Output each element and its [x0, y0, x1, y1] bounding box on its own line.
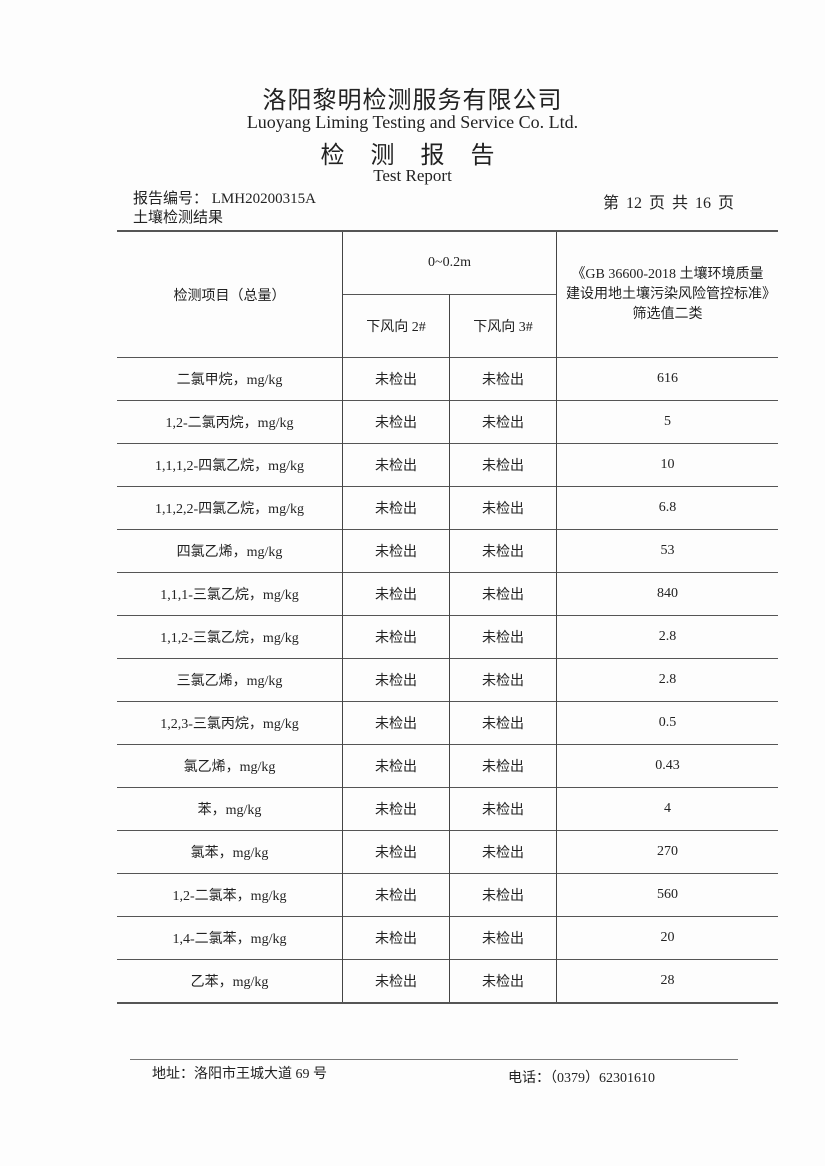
report-number: 报告编号： LMH20200315A	[133, 191, 316, 207]
cell-std: 2.8	[556, 615, 778, 659]
header-item: 检测项目（总量）	[117, 231, 343, 358]
header-depth: 0~0.2m	[342, 231, 557, 295]
cell-s2: 未检出	[342, 701, 450, 745]
cell-s3: 未检出	[449, 873, 557, 917]
cell-s3: 未检出	[449, 744, 557, 788]
footer-phone: 电话：（0379）62301610	[508, 1071, 655, 1086]
cell-item: 1,1,2,2-四氯乙烷，mg/kg	[117, 486, 343, 530]
company-name-en: Luoyang Liming Testing and Service Co. L…	[246, 112, 579, 132]
cell-s2: 未检出	[342, 529, 450, 573]
cell-s2: 未检出	[342, 959, 450, 1003]
page-number: 第 12 页 共 16 页	[603, 195, 735, 212]
footer-address: 地址：洛阳市王城大道 69 号	[152, 1067, 327, 1082]
table-row: 1,1,2,2-四氯乙烷，mg/kg 未检出 未检出 6.8	[117, 486, 778, 530]
cell-s2: 未检出	[342, 916, 450, 960]
cell-item: 1,1,1,2-四氯乙烷，mg/kg	[117, 443, 343, 487]
table-row: 氯苯，mg/kg 未检出 未检出 270	[117, 830, 778, 874]
footer-divider	[130, 1059, 738, 1060]
table-row: 1,1,2-三氯乙烷，mg/kg 未检出 未检出 2.8	[117, 615, 778, 659]
cell-s2: 未检出	[342, 357, 450, 401]
cell-s2: 未检出	[342, 873, 450, 917]
table-row: 1,2-二氯丙烷，mg/kg 未检出 未检出 5	[117, 400, 778, 444]
cell-s3: 未检出	[449, 959, 557, 1003]
table-row: 氯乙烯，mg/kg 未检出 未检出 0.43	[117, 744, 778, 788]
cell-std: 0.43	[556, 744, 778, 788]
cell-s3: 未检出	[449, 486, 557, 530]
report-title-cn: 检 测 报 告	[320, 143, 505, 169]
company-name-cn: 洛阳黎明检测服务有限公司	[262, 88, 563, 114]
cell-s2: 未检出	[342, 572, 450, 616]
cell-item: 1,1,1-三氯乙烷，mg/kg	[117, 572, 343, 616]
cell-s2: 未检出	[342, 486, 450, 530]
table-row: 1,1,1,2-四氯乙烷，mg/kg 未检出 未检出 10	[117, 443, 778, 487]
cell-s3: 未检出	[449, 615, 557, 659]
cell-s3: 未检出	[449, 357, 557, 401]
cell-s3: 未检出	[449, 443, 557, 487]
cell-item: 氯乙烯，mg/kg	[117, 744, 343, 788]
cell-std: 616	[556, 357, 778, 401]
cell-std: 2.8	[556, 658, 778, 702]
cell-std: 28	[556, 959, 778, 1003]
cell-std: 20	[556, 916, 778, 960]
cell-s2: 未检出	[342, 744, 450, 788]
report-title-en: Test Report	[373, 166, 452, 185]
cell-s2: 未检出	[342, 615, 450, 659]
cell-item: 1,1,2-三氯乙烷，mg/kg	[117, 615, 343, 659]
cell-item: 氯苯，mg/kg	[117, 830, 343, 874]
table-row: 1,1,1-三氯乙烷，mg/kg 未检出 未检出 840	[117, 572, 778, 616]
results-table: 检测项目（总量） 0~0.2m 《GB 36600-2018 土壤环境质量 建设…	[117, 230, 778, 1004]
table-row: 1,4-二氯苯，mg/kg 未检出 未检出 20	[117, 916, 778, 960]
table-row: 三氯乙烯，mg/kg 未检出 未检出 2.8	[117, 658, 778, 702]
header-sample-3: 下风向 3#	[449, 294, 557, 358]
cell-std: 5	[556, 400, 778, 444]
cell-s3: 未检出	[449, 529, 557, 573]
cell-item: 1,4-二氯苯，mg/kg	[117, 916, 343, 960]
cell-std: 4	[556, 787, 778, 831]
cell-item: 三氯乙烯，mg/kg	[117, 658, 343, 702]
cell-s3: 未检出	[449, 400, 557, 444]
cell-s3: 未检出	[449, 572, 557, 616]
cell-s2: 未检出	[342, 400, 450, 444]
table-row: 二氯甲烷，mg/kg 未检出 未检出 616	[117, 357, 778, 401]
cell-item: 四氯乙烯，mg/kg	[117, 529, 343, 573]
cell-item: 二氯甲烷，mg/kg	[117, 357, 343, 401]
section-title: 土壤检测结果	[133, 210, 224, 226]
table-row: 1,2,3-三氯丙烷，mg/kg 未检出 未检出 0.5	[117, 701, 778, 745]
cell-std: 270	[556, 830, 778, 874]
cell-std: 560	[556, 873, 778, 917]
cell-s2: 未检出	[342, 443, 450, 487]
cell-s3: 未检出	[449, 916, 557, 960]
cell-item: 1,2,3-三氯丙烷，mg/kg	[117, 701, 343, 745]
table-row: 1,2-二氯苯，mg/kg 未检出 未检出 560	[117, 873, 778, 917]
cell-std: 53	[556, 529, 778, 573]
cell-item: 1,2-二氯丙烷，mg/kg	[117, 400, 343, 444]
cell-s2: 未检出	[342, 830, 450, 874]
cell-item: 1,2-二氯苯，mg/kg	[117, 873, 343, 917]
cell-s3: 未检出	[449, 830, 557, 874]
table-row: 乙苯，mg/kg 未检出 未检出 28	[117, 959, 778, 1003]
header-standard: 《GB 36600-2018 土壤环境质量 建设用地土壤污染风险管控标准》筛选值…	[556, 231, 778, 358]
cell-item: 苯，mg/kg	[117, 787, 343, 831]
cell-s3: 未检出	[449, 701, 557, 745]
cell-s3: 未检出	[449, 658, 557, 702]
table-row: 四氯乙烯，mg/kg 未检出 未检出 53	[117, 529, 778, 573]
cell-s2: 未检出	[342, 658, 450, 702]
cell-s3: 未检出	[449, 787, 557, 831]
cell-item: 乙苯，mg/kg	[117, 959, 343, 1003]
cell-std: 840	[556, 572, 778, 616]
table-row: 苯，mg/kg 未检出 未检出 4	[117, 787, 778, 831]
cell-s2: 未检出	[342, 787, 450, 831]
header-sample-2: 下风向 2#	[342, 294, 450, 358]
cell-std: 6.8	[556, 486, 778, 530]
cell-std: 10	[556, 443, 778, 487]
cell-std: 0.5	[556, 701, 778, 745]
